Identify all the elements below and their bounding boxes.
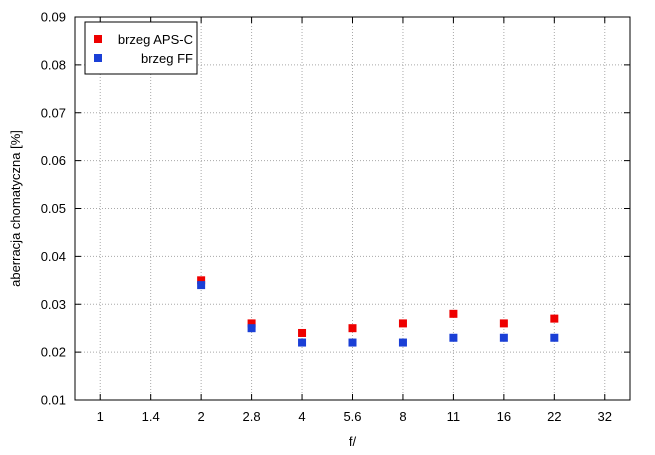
legend-box — [84, 21, 198, 75]
data-point-aps-c — [247, 319, 256, 328]
y-tick-label: 0.06 — [41, 153, 66, 168]
x-tick-label: 8 — [399, 409, 406, 424]
x-tick-label: 2.8 — [243, 409, 261, 424]
x-axis-title: f/ — [349, 434, 357, 449]
legend-label-aps-c: brzeg APS-C — [118, 32, 193, 47]
data-point-ff — [499, 333, 508, 342]
x-tick-label: 22 — [547, 409, 561, 424]
data-point-aps-c — [550, 314, 559, 323]
x-tick-label: 32 — [598, 409, 612, 424]
data-point-ff — [348, 338, 357, 347]
x-tick-label: 16 — [497, 409, 511, 424]
y-tick-label: 0.02 — [41, 345, 66, 360]
y-tick-label: 0.05 — [41, 201, 66, 216]
legend-marker-aps-c — [94, 35, 102, 43]
data-point-aps-c — [348, 324, 357, 333]
x-tick-label: 11 — [447, 409, 461, 424]
y-tick-label: 0.03 — [41, 297, 66, 312]
y-tick-label: 0.09 — [41, 10, 66, 25]
y-tick-label: 0.01 — [41, 393, 66, 408]
data-point-ff — [398, 338, 407, 347]
x-tick-label: 2 — [198, 409, 205, 424]
data-point-ff — [247, 324, 256, 333]
x-axis-ticks: 1 1.4 2 2.8 4 5.6 8 11 16 22 32 — [97, 17, 612, 424]
data-point-ff — [298, 338, 307, 347]
y-tick-label: 0.04 — [41, 249, 66, 264]
data-point-aps-c — [398, 319, 407, 328]
x-tick-label: 1 — [97, 409, 104, 424]
y-tick-label: 0.08 — [41, 57, 66, 72]
y-axis-ticks: 0.01 0.02 0.03 0.04 0.05 0.06 0.07 0.08 0.09 — [41, 10, 630, 408]
data-point-aps-c — [499, 319, 508, 328]
grid — [75, 17, 630, 400]
x-tick-label: 4 — [298, 409, 305, 424]
x-tick-label: 1.4 — [142, 409, 160, 424]
plot-frame — [74, 16, 631, 401]
legend-marker-ff — [94, 54, 102, 62]
legend: brzeg APS-C brzeg FF — [84, 21, 198, 75]
x-tick-label: 5.6 — [343, 409, 361, 424]
legend-label-ff: brzeg FF — [141, 51, 193, 66]
data-point-ff — [197, 281, 206, 290]
data-point-ff — [449, 333, 458, 342]
y-axis-title: aberracja chomatyczna [%] — [8, 130, 23, 287]
data-point-aps-c — [449, 309, 458, 318]
data-point-aps-c — [298, 328, 307, 337]
data-point-ff — [550, 333, 559, 342]
data-points — [197, 276, 559, 347]
data-point-aps-c — [197, 276, 206, 285]
y-tick-label: 0.07 — [41, 105, 66, 120]
